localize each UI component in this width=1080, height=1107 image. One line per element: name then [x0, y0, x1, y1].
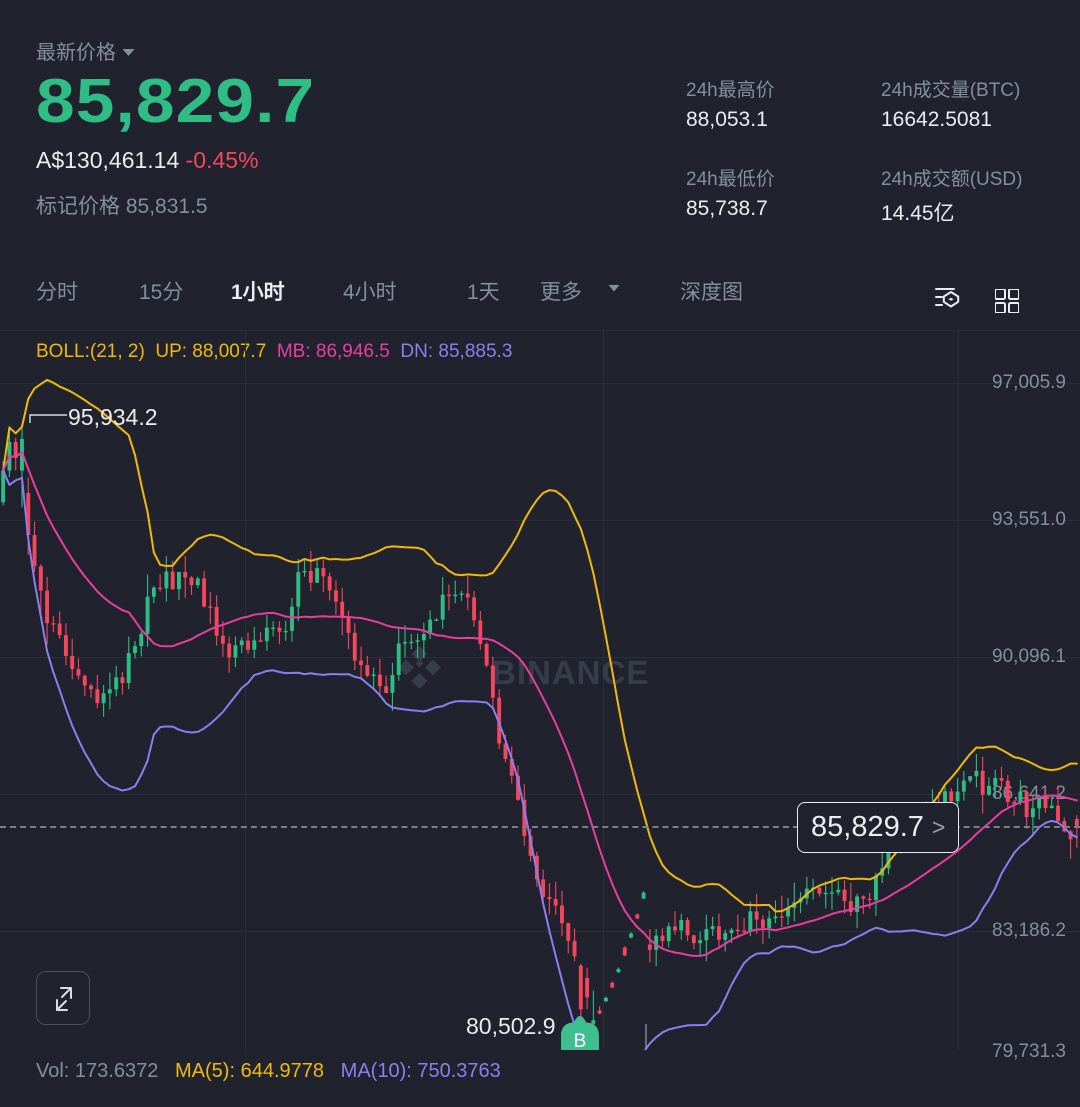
svg-text:B: B — [574, 1031, 587, 1050]
